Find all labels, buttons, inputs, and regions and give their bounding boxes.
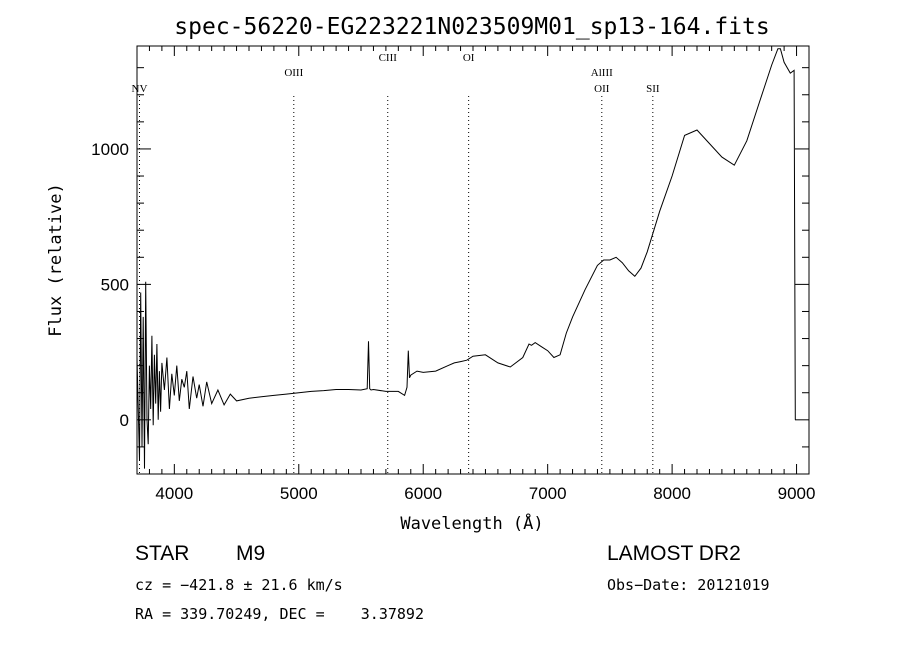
- object-class: STAR: [135, 542, 189, 565]
- x-axis: 4000 5000 6000 7000 8000 9000: [136, 46, 816, 503]
- x-axis-label: Wavelength (Å): [400, 512, 543, 534]
- x-tick-label: 6000: [404, 484, 442, 503]
- x-tick-label: 7000: [529, 484, 567, 503]
- x-tick-label: 5000: [280, 484, 318, 503]
- redshift-readout: cz = −421.8 ± 21.6 km/s: [135, 576, 343, 594]
- object-subclass: M9: [236, 542, 265, 565]
- line-marker-label: OIII: [284, 67, 303, 79]
- line-marker-label: CIII: [379, 52, 398, 64]
- x-tick-label: 9000: [778, 484, 816, 503]
- spectral-line-markers: NV OIII CIII OI AlIII OII SII: [132, 52, 660, 474]
- line-marker-label: OII: [594, 83, 610, 95]
- chart-title: spec-56220-EG223221N023509M01_sp13-164.f…: [174, 14, 769, 40]
- y-axis: 0 500 1000: [91, 67, 809, 475]
- y-axis-label: Flux (relative): [46, 183, 66, 337]
- survey-name: LAMOST DR2: [607, 542, 741, 565]
- y-tick-label: 500: [101, 275, 129, 294]
- plot-frame: [136, 45, 810, 475]
- coordinates-readout: RA = 339.70249, DEC = 3.37892: [135, 605, 424, 623]
- y-tick-label: 1000: [91, 140, 129, 159]
- line-marker-label: AlIII: [591, 67, 613, 79]
- x-tick-label: 4000: [155, 484, 193, 503]
- spectrum-line: [136, 48, 796, 469]
- line-marker-label: OI: [463, 52, 475, 64]
- y-tick-label: 0: [120, 411, 129, 430]
- x-tick-label: 8000: [653, 484, 691, 503]
- line-marker-label: NV: [132, 83, 148, 95]
- observation-date: Obs−Date: 20121019: [607, 576, 770, 594]
- line-marker-label: SII: [646, 83, 660, 95]
